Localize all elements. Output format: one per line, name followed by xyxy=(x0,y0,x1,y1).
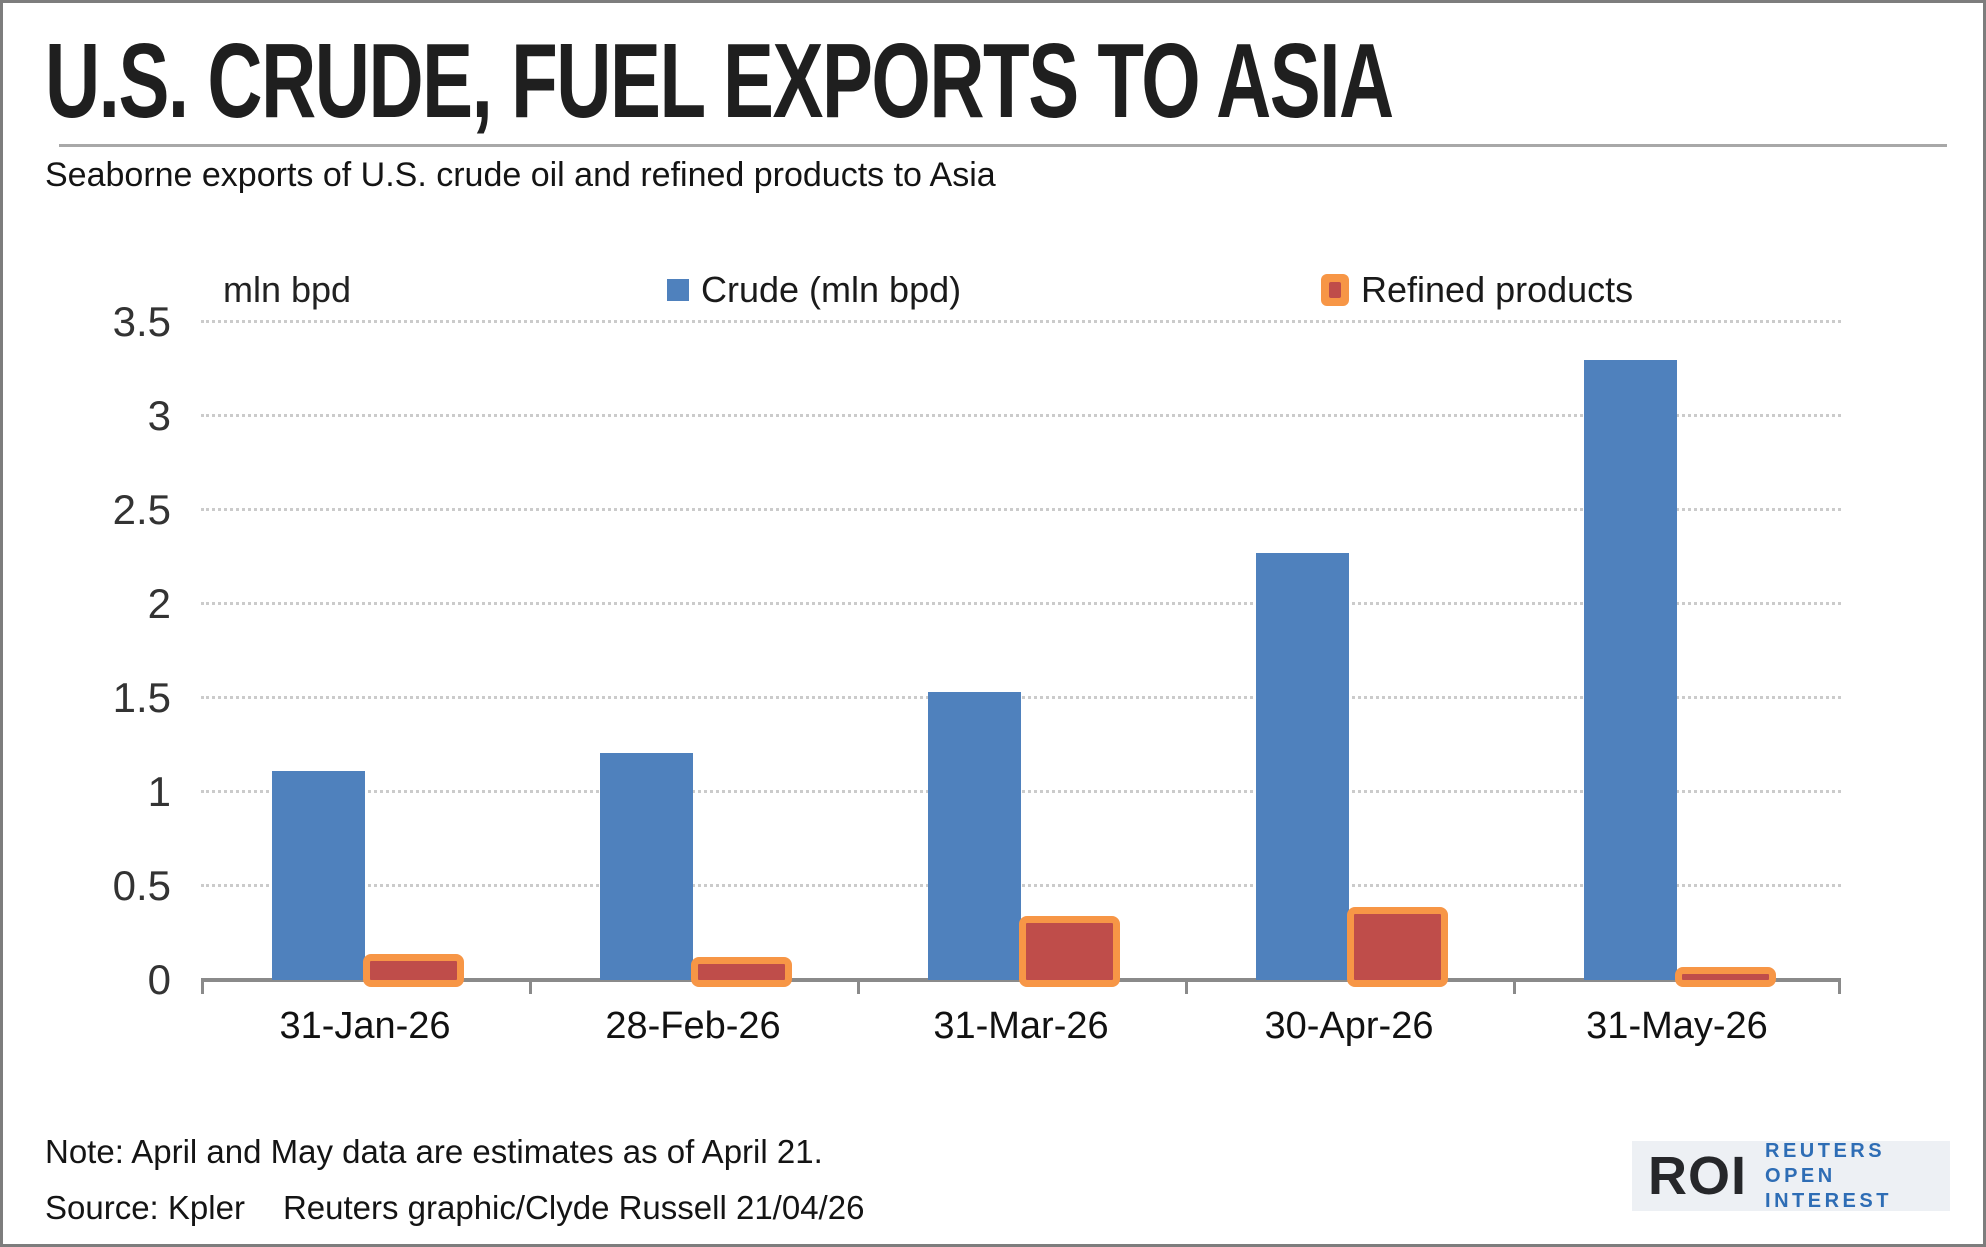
bar-crude-30-Apr-26 xyxy=(1256,553,1349,980)
bar-crude-31-Mar-26 xyxy=(928,692,1021,980)
gridline-1 xyxy=(201,790,1841,793)
bar-crude-31-Jan-26 xyxy=(272,771,365,980)
x-axis-tick xyxy=(529,980,532,994)
y-tick-label-2: 2 xyxy=(147,580,171,627)
bar-refined-30-Apr-26 xyxy=(1347,906,1448,987)
x-tick-label-31-Jan-26: 31-Jan-26 xyxy=(279,1005,451,1047)
roi-logo: ROI REUTERS OPEN INTEREST xyxy=(1632,1139,1950,1214)
roi-logo-text: REUTERS OPEN INTEREST xyxy=(1765,1139,1950,1214)
legend-item-crude: Crude (mln bpd) xyxy=(667,269,961,311)
bar-refined-31-May-26 xyxy=(1675,966,1776,987)
y-tick-label-1.5: 1.5 xyxy=(112,674,171,721)
x-axis-tick xyxy=(857,980,860,994)
chart-title: U.S. CRUDE, FUEL EXPORTS TO ASIA xyxy=(45,22,1394,140)
y-tick-label-0: 0 xyxy=(147,956,171,1003)
y-axis-tick-labels: 0 0.5 1 1.5 2 2.5 3 3.5 xyxy=(43,298,171,1003)
legend-swatch-crude-icon xyxy=(667,279,689,301)
credit-text: Reuters graphic/Clyde Russell 21/04/26 xyxy=(282,1189,865,1226)
legend-item-refined: Refined products xyxy=(1321,269,1633,311)
y-tick-label-3.5: 3.5 xyxy=(112,298,171,345)
y-tick-label-3: 3 xyxy=(147,392,171,439)
roi-logo-line1: REUTERS OPEN xyxy=(1765,1139,1886,1187)
legend-label-crude: Crude (mln bpd) xyxy=(701,269,962,310)
y-tick-label-1: 1 xyxy=(147,768,171,815)
gridline-0.5 xyxy=(201,884,1841,887)
roi-logo-line2: INTEREST xyxy=(1765,1189,1892,1212)
gridline-3 xyxy=(201,414,1841,417)
source-text: Source: Kpler xyxy=(45,1189,245,1226)
bar-refined-31-Mar-26 xyxy=(1019,916,1120,987)
x-axis-tick xyxy=(1185,980,1188,994)
legend-swatch-refined-icon xyxy=(1321,274,1349,306)
x-tick-label-30-Apr-26: 30-Apr-26 xyxy=(1264,1005,1434,1047)
x-tick-label-28-Feb-26: 28-Feb-26 xyxy=(605,1005,781,1047)
x-axis-tick-labels: 31-Jan-26 28-Feb-26 31-Mar-26 30-Apr-26 31-M… xyxy=(201,1005,1841,1055)
roi-logo-abbr: ROI xyxy=(1648,1146,1748,1206)
bar-crude-31-May-26 xyxy=(1584,359,1677,980)
x-axis-tick xyxy=(201,980,204,994)
title-divider xyxy=(59,144,1947,147)
x-axis-tick xyxy=(1513,980,1516,994)
y-tick-label-2.5: 2.5 xyxy=(112,486,171,533)
x-axis-tick xyxy=(1838,980,1841,994)
legend-swatch-refined-inner xyxy=(1329,282,1341,298)
chart-subtitle: Seaborne exports of U.S. crude oil and r… xyxy=(45,156,996,194)
x-tick-label-31-Mar-26: 31-Mar-26 xyxy=(933,1005,1109,1047)
gridline-1.5 xyxy=(201,696,1841,699)
plot-area xyxy=(201,320,1841,994)
legend-label-refined: Refined products xyxy=(1361,269,1634,310)
x-tick-label-31-May-26: 31-May-26 xyxy=(1586,1005,1768,1047)
gridline-2.5 xyxy=(201,508,1841,511)
y-axis-unit-label: mln bpd xyxy=(223,269,352,310)
bar-crude-28-Feb-26 xyxy=(600,752,693,980)
note-text: Note: April and May data are estimates a… xyxy=(45,1133,823,1170)
gridline-3.5 xyxy=(201,320,1841,323)
bar-refined-28-Feb-26 xyxy=(691,957,792,987)
y-tick-label-0.5: 0.5 xyxy=(112,862,171,909)
gridline-2 xyxy=(201,602,1841,605)
bar-refined-31-Jan-26 xyxy=(363,953,464,987)
source-row: Source: Kpler Reuters graphic/Clyde Russe… xyxy=(45,1189,864,1227)
